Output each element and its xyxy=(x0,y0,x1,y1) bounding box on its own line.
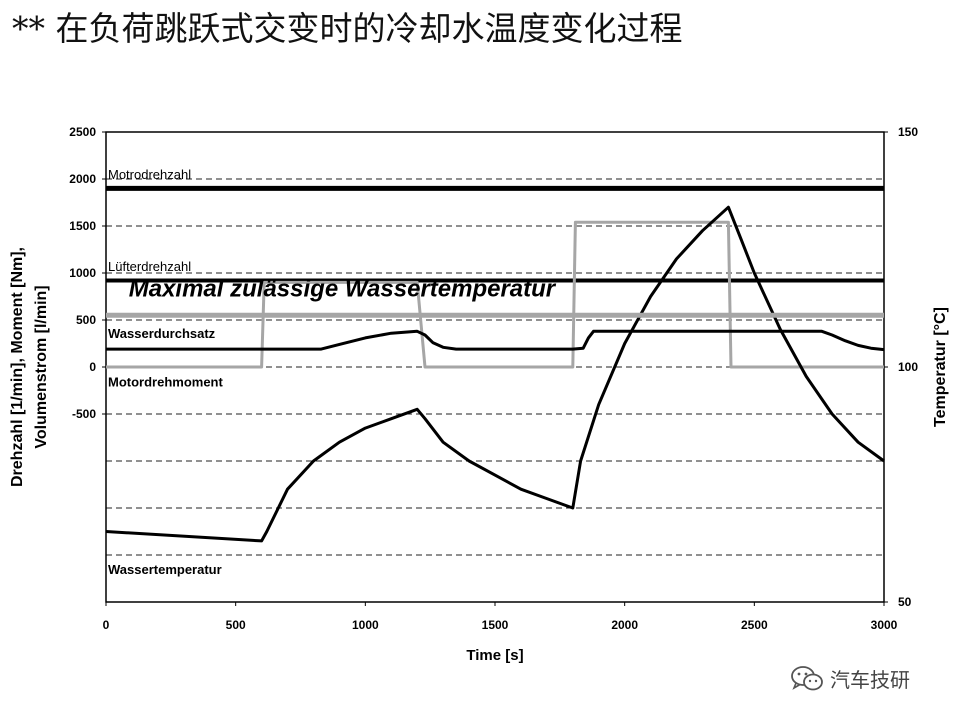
y-axis-left-title-line: Drehzahl [1/min], Moment [Nm], xyxy=(9,247,26,487)
slide-title: ** 在负荷跳跃式交变时的冷却水温度变化过程 xyxy=(12,9,683,48)
y-tick-left-label: -500 xyxy=(72,407,96,421)
y-tick-left-label: 500 xyxy=(76,313,96,327)
x-tick-label: 1500 xyxy=(482,618,509,632)
y-tick-right-label: 100 xyxy=(898,360,918,374)
watermark: 汽车技研 xyxy=(790,664,910,693)
series-label: Lüfterdrehzahl xyxy=(108,259,191,274)
y-axis-right-title: Temperatur [°C] xyxy=(932,307,949,427)
watermark-text: 汽车技研 xyxy=(830,668,910,692)
x-tick-label: 1000 xyxy=(352,618,379,632)
series-line-wasserdurchsatz xyxy=(106,329,885,352)
series-label: Motrodrehzahl xyxy=(108,167,191,182)
y-tick-left-label: 2000 xyxy=(69,172,96,186)
series-line-wassertemperatur xyxy=(105,205,885,543)
x-tick-label: 0 xyxy=(103,618,110,632)
y-tick-left-label: 1500 xyxy=(69,219,96,233)
x-tick-label: 3000 xyxy=(871,618,898,632)
x-tick-label: 2500 xyxy=(741,618,768,632)
series-label: Motordrehmoment xyxy=(108,375,224,390)
x-tick-label: 500 xyxy=(226,618,246,632)
y-tick-left-label: 2500 xyxy=(69,125,96,139)
series-label: Wassertemperatur xyxy=(108,562,222,577)
wechat-icon xyxy=(790,665,824,693)
y-tick-left-label: 0 xyxy=(89,360,96,374)
x-tick-label: 2000 xyxy=(611,618,638,632)
series-line-motordrehmoment xyxy=(106,220,884,369)
y-tick-right-label: 150 xyxy=(898,125,918,139)
x-axis-title: Time [s] xyxy=(466,647,523,664)
y-tick-right-label: 50 xyxy=(898,595,912,609)
y-tick-left-label: 1000 xyxy=(69,266,96,280)
y-axis-left-title-line: Volumenstrom [l/min] xyxy=(33,285,50,448)
series-label: Maximal zulässige Wassertemperatur xyxy=(129,276,557,303)
series-label: Wasserdurchsatz xyxy=(108,326,216,341)
